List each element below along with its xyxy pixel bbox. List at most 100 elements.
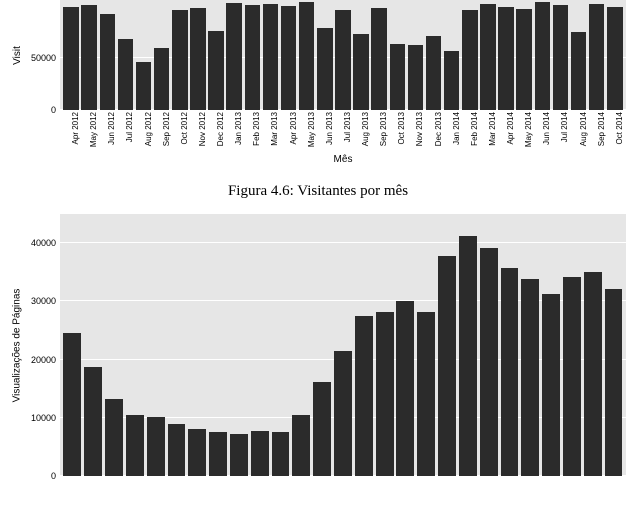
chart1-xtick-label: Mar 2013 (270, 112, 279, 146)
chart1-xtick-label: Sep 2014 (597, 112, 606, 146)
chart2-xtick-slot (541, 476, 562, 484)
chart2-xtick-slot (124, 476, 145, 484)
chart1-xtick-slot: May 2012 (80, 110, 98, 152)
chart1-xtick-slot: Oct 2012 (171, 110, 189, 152)
chart1-bar-slot (370, 0, 388, 110)
chart1-xtick-slot: Oct 2014 (606, 110, 624, 152)
chart1-xtick-slot: Jun 2013 (316, 110, 334, 152)
chart1-bar-slot (135, 0, 153, 110)
chart1-bar (335, 10, 351, 110)
chart-visualizacoes-de-paginas: Visualizações de Páginas 010000200003000… (10, 214, 626, 484)
chart1-xtick-label: Nov 2013 (415, 112, 424, 146)
chart2-ytick-label: 30000 (31, 296, 56, 306)
chart2-bar (105, 399, 123, 476)
chart1-bar (81, 5, 97, 110)
chart2-bar (584, 272, 602, 476)
chart2-bar (147, 417, 165, 476)
chart1-xtick-slot: Jul 2014 (551, 110, 569, 152)
chart1-xtick-slot: Feb 2013 (243, 110, 261, 152)
chart1-xtick-label: Apr 2012 (71, 112, 80, 144)
chart1-bar-slot (497, 0, 515, 110)
chart1-bar-slot (588, 0, 606, 110)
chart2-xtick-slot (229, 476, 250, 484)
chart1-xtick-slot: Jun 2014 (533, 110, 551, 152)
chart1-xtick-slot: Jun 2012 (98, 110, 116, 152)
chart2-bar (480, 248, 498, 476)
chart2-xtick-slot (437, 476, 458, 484)
chart1-bar (100, 14, 116, 110)
chart2-ytick-label: 0 (51, 471, 56, 481)
chart2-bar-slot (416, 214, 437, 476)
chart1-bar-slot (334, 0, 352, 110)
chart1-bar (535, 2, 551, 110)
chart2-bar (542, 294, 560, 476)
chart2-bar (334, 351, 352, 476)
chart1-bar (154, 48, 170, 110)
chart1-xtick-label: Nov 2012 (198, 112, 207, 146)
chart2-bar-slot (187, 214, 208, 476)
chart1-xtick-slot: Jul 2013 (334, 110, 352, 152)
chart1-xtick-label: Oct 2014 (615, 112, 624, 144)
chart2-bar-slot (395, 214, 416, 476)
chart1-bar-slot (443, 0, 461, 110)
chart2-bar (251, 431, 269, 476)
chart2-bar-slot (124, 214, 145, 476)
chart1-bar-slot (98, 0, 116, 110)
chart1-bar (371, 8, 387, 110)
chart1-xtick-label: Aug 2013 (361, 112, 370, 146)
chart1-bar-slot (116, 0, 134, 110)
chart1-xtick-label: Dec 2012 (216, 112, 225, 146)
chart2-xtick-slot (457, 476, 478, 484)
chart2-bar-slot (208, 214, 229, 476)
chart1-bar-slot (551, 0, 569, 110)
chart2-bar-slot (603, 214, 624, 476)
chart2-xtick-slot (104, 476, 125, 484)
chart1-xtick-slot: Sep 2014 (588, 110, 606, 152)
chart1-xtick-label: May 2013 (307, 112, 316, 147)
chart1-bar (226, 3, 242, 110)
chart1-bar (172, 10, 188, 110)
chart2-y-title-wrap: Visualizações de Páginas (10, 214, 24, 476)
chart1-bar (498, 7, 514, 110)
chart1-xtick-label: Aug 2012 (144, 112, 153, 146)
chart2-bar-slot (145, 214, 166, 476)
chart1-bar (63, 7, 79, 110)
chart1-bar (245, 5, 261, 110)
chart1-bar (408, 45, 424, 110)
chart1-bar-slot (80, 0, 98, 110)
chart1-bar-slot (606, 0, 624, 110)
chart2-xtick-slot (478, 476, 499, 484)
chart2-xtick-slot (208, 476, 229, 484)
chart2-bar-slot (582, 214, 603, 476)
chart1-x-title: Mês (10, 154, 626, 165)
chart2-bar (188, 429, 206, 476)
chart1-bars (60, 0, 626, 110)
chart2-xtick-slot (145, 476, 166, 484)
chart2-xtick-slot (62, 476, 83, 484)
chart1-xtick-slot: Oct 2013 (388, 110, 406, 152)
chart1-bar (462, 10, 478, 110)
chart1-bar-slot (171, 0, 189, 110)
chart2-y-title: Visualizações de Páginas (12, 288, 23, 402)
chart2-bar-slot (541, 214, 562, 476)
chart2-bar-slot (333, 214, 354, 476)
chart2-bar (417, 312, 435, 476)
chart1-xtick-slot: Jul 2012 (116, 110, 134, 152)
chart1-plot-area (60, 0, 626, 110)
chart1-xtick-label: Oct 2013 (397, 112, 406, 144)
chart1-bar-slot (533, 0, 551, 110)
chart1-bar (118, 39, 134, 110)
chart1-xtick-slot: Aug 2014 (570, 110, 588, 152)
chart1-bar (444, 51, 460, 110)
chart2-xtick-slot (83, 476, 104, 484)
chart2-xtick-slot (499, 476, 520, 484)
chart2-xtick-slot (353, 476, 374, 484)
chart2-bar-slot (104, 214, 125, 476)
chart1-bar-slot (62, 0, 80, 110)
chart2-y-ticks: 010000200003000040000 (24, 214, 60, 476)
chart2-bar-slot (457, 214, 478, 476)
chart2-bar (168, 424, 186, 476)
chart2-bar-slot (83, 214, 104, 476)
chart1-bar (317, 28, 333, 110)
chart1-xtick-slot: Jan 2014 (443, 110, 461, 152)
